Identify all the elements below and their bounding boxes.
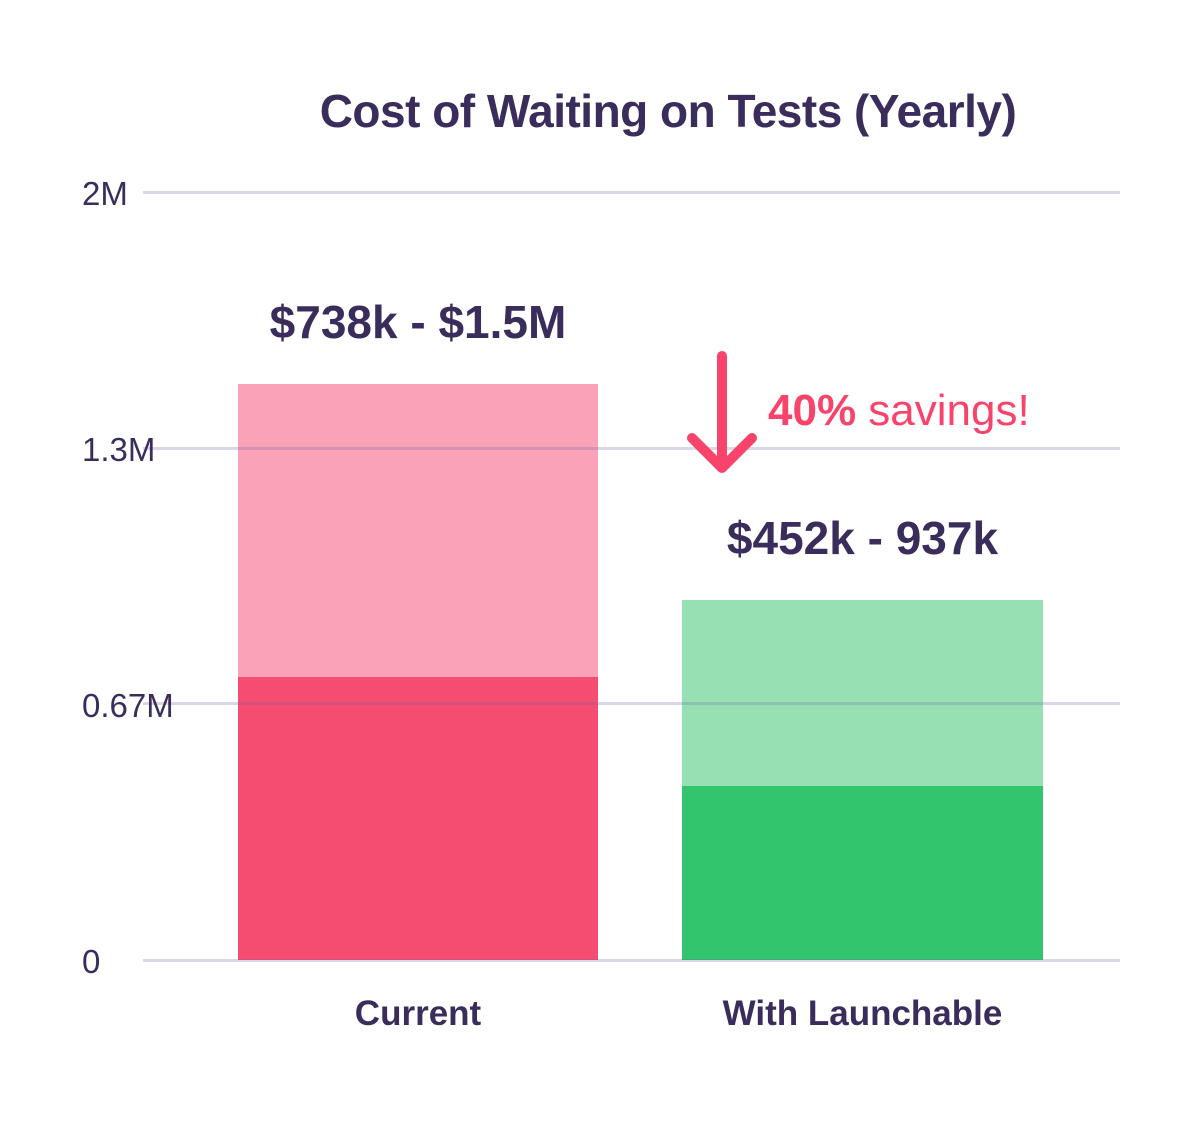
bar-with-launchable-high-segment xyxy=(682,600,1043,786)
y-tick-label: 0.67M xyxy=(82,686,174,724)
gridline xyxy=(143,446,1120,450)
y-tick-label: 0 xyxy=(82,943,101,980)
gridline xyxy=(143,958,1120,962)
savings-percent: 40% xyxy=(768,386,857,435)
y-tick-label: 2M xyxy=(82,175,128,212)
y-tick-label: 1.3M xyxy=(82,431,156,468)
bar-with-launchable-low-segment xyxy=(682,786,1043,960)
bar-current-range-label: $738k - $1.5M xyxy=(269,296,567,349)
bar-with-launchable: $452k - 937k With Launchable xyxy=(682,513,1043,1031)
bar-current-high-segment xyxy=(238,384,598,677)
gridline xyxy=(143,702,1120,706)
x-label-with-launchable: With Launchable xyxy=(722,994,1003,1033)
x-label-current: Current xyxy=(354,994,482,1033)
down-arrow-icon xyxy=(687,351,757,473)
savings-word: savings! xyxy=(856,386,1030,435)
bar-current-low-segment xyxy=(238,677,598,960)
savings-annotation-text: 40% savings! xyxy=(768,386,1030,435)
bar-current: $738k - $1.5M Current xyxy=(238,297,598,1031)
bar-with-launchable-range-label: $452k - 937k xyxy=(726,512,999,565)
chart-title: Cost of Waiting on Tests (Yearly) xyxy=(319,85,1017,137)
gridline xyxy=(143,190,1120,194)
